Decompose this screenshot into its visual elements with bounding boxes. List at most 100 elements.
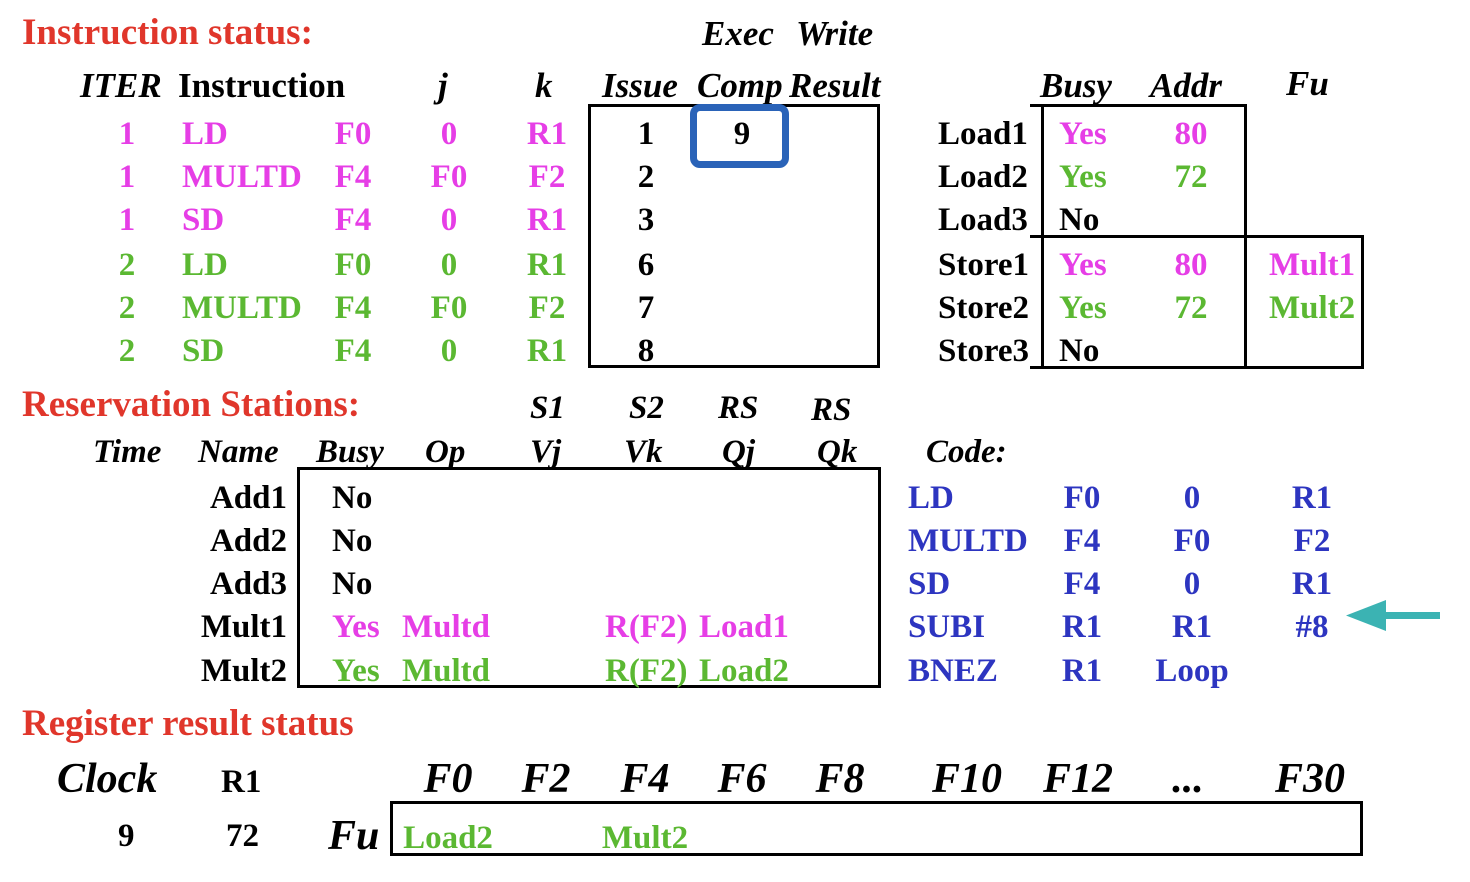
buffer-busy: Yes [1059, 247, 1107, 283]
s1-header: S1 [530, 390, 565, 426]
rs-busy: No [332, 523, 373, 559]
exec-header: Exec [702, 14, 774, 53]
buffer-name: Load2 [938, 159, 1028, 195]
instr-issue: 3 [637, 202, 655, 238]
code-token: MULTD [908, 523, 1028, 559]
buffer-fu: Mult1 [1269, 247, 1356, 283]
instr-op: SD [182, 202, 225, 238]
buffer-divider-line [1030, 235, 1364, 238]
write-header: Write [796, 14, 874, 53]
rs-name: Mult2 [200, 653, 287, 689]
instr-op: SD [182, 333, 225, 369]
name-header: Name [198, 434, 279, 470]
iter-header: ITER [80, 66, 162, 105]
instr-iter: 2 [118, 290, 136, 326]
code-token: F4 [1063, 523, 1101, 559]
register-fu-box [390, 801, 1363, 856]
busy-header: Busy [316, 434, 384, 470]
rs-op: Multd [402, 653, 491, 689]
reservation-stations-box [297, 467, 881, 688]
instr-k: R1 [526, 116, 568, 152]
code-token: R1 [1061, 609, 1103, 645]
code-token: F2 [1293, 523, 1331, 559]
code-token: #8 [1295, 609, 1329, 645]
instr-op: MULTD [182, 290, 302, 326]
instr-dst: F4 [334, 159, 372, 195]
buffer-right-line [1361, 235, 1364, 369]
instr-k: F2 [528, 159, 566, 195]
vj-header: Vj [530, 434, 562, 470]
instr-issue: 6 [637, 247, 655, 283]
comp-header: Comp [697, 66, 783, 105]
buffer-busy: No [1059, 333, 1100, 369]
register-name: F4 [620, 756, 670, 802]
rs-qj-header: RS [718, 390, 759, 426]
instr-j: F0 [430, 290, 468, 326]
code-label: Code: [926, 434, 1007, 470]
rs-vk: R(F2) [605, 653, 688, 689]
instr-j: 0 [440, 116, 458, 152]
buffer-addr: 72 [1174, 159, 1208, 195]
register-fu: Load2 [403, 820, 493, 856]
instr-issue: 1 [637, 116, 655, 152]
register-name: F30 [1274, 756, 1346, 802]
instr-k: R1 [526, 333, 568, 369]
rs-qk-header: RS [811, 392, 852, 428]
instruction-status-title: Instruction status: [22, 12, 313, 53]
instr-j: F0 [430, 159, 468, 195]
buffer-busy: Yes [1059, 116, 1107, 152]
instr-iter: 2 [118, 247, 136, 283]
buffer-name: Store2 [938, 290, 1030, 326]
register-result-status-title: Register result status [22, 703, 354, 744]
instr-issue: 8 [637, 333, 655, 369]
code-token: F4 [1063, 566, 1101, 602]
reservation-stations-title: Reservation Stations: [22, 384, 361, 425]
rs-name: Mult1 [200, 609, 287, 645]
instr-k: R1 [526, 247, 568, 283]
buffer-addr: 80 [1174, 116, 1208, 152]
k-header: k [535, 66, 553, 105]
highlight-box [690, 104, 789, 168]
qk-header: Qk [817, 434, 858, 470]
s2-header: S2 [629, 390, 664, 426]
buffer-addr: 72 [1174, 290, 1208, 326]
code-token: R1 [1061, 653, 1103, 689]
buffer-busy-header: Busy [1040, 66, 1112, 105]
rs-name: Add2 [209, 523, 287, 559]
instr-op: LD [182, 116, 228, 152]
code-token: F0 [1063, 480, 1101, 516]
rs-vk: R(F2) [605, 609, 688, 645]
code-token: F0 [1173, 523, 1211, 559]
instr-k: R1 [526, 202, 568, 238]
instr-dst: F4 [334, 333, 372, 369]
qj-header: Qj [722, 434, 755, 470]
rs-busy: No [332, 480, 373, 516]
current-instruction-arrow-icon [1346, 600, 1440, 631]
buffer-name: Load3 [938, 202, 1028, 238]
buffer-busy: Yes [1059, 290, 1107, 326]
buffer-fu-header: Fu [1286, 64, 1329, 103]
time-header: Time [93, 434, 162, 470]
buffer-name: Load1 [938, 116, 1028, 152]
code-token: R1 [1171, 609, 1213, 645]
instr-dst: F0 [334, 247, 372, 283]
instr-dst: F4 [334, 202, 372, 238]
register-name: F12 [1042, 756, 1114, 802]
instr-j: 0 [440, 247, 458, 283]
register-name: F10 [931, 756, 1003, 802]
rs-busy: No [332, 566, 373, 602]
register-name: F8 [815, 756, 865, 802]
buffer-name: Store1 [938, 247, 1030, 283]
code-token: 0 [1183, 566, 1201, 602]
buffer-top-line [1030, 104, 1247, 107]
instruction-header: Instruction [178, 66, 346, 105]
buffer-bottom-line [1030, 366, 1364, 369]
code-token: SUBI [908, 609, 986, 645]
rs-qj: Load1 [699, 609, 789, 645]
code-token: SD [908, 566, 951, 602]
code-token: Loop [1155, 653, 1229, 689]
rs-busy: Yes [332, 653, 380, 689]
vk-header: Vk [624, 434, 663, 470]
instr-dst: F4 [334, 290, 372, 326]
instr-k: F2 [528, 290, 566, 326]
